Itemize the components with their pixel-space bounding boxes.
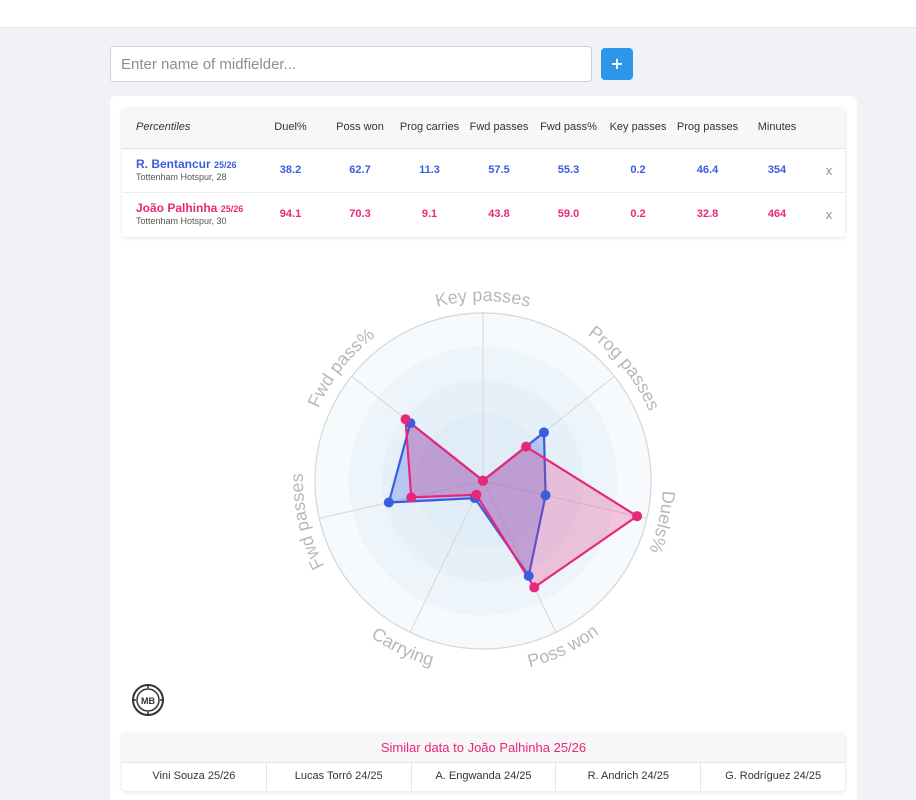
add-player-button[interactable]: + <box>601 48 633 80</box>
remove-player-button[interactable]: x <box>825 206 833 222</box>
header-prog-passes: Prog passes <box>674 108 741 149</box>
value-cell: 55.3 <box>557 164 580 176</box>
value-cell: 9.1 <box>421 208 438 221</box>
radar-point <box>383 497 394 508</box>
player-name-line: R. Bentancur 25/26 <box>136 157 257 172</box>
similar-player-item[interactable]: Vini Souza 25/26 <box>122 763 267 791</box>
value-cell: 0.2 <box>630 164 646 176</box>
header-fwd-pass-pct: Fwd pass% <box>535 108 602 149</box>
similar-player-item[interactable]: Lucas Torró 24/25 <box>267 763 412 791</box>
value-cell: 46.4 <box>696 164 719 176</box>
value-cell: 38.2 <box>279 164 302 176</box>
player-name[interactable]: R. Bentancur <box>136 157 211 171</box>
radar-point <box>400 414 411 425</box>
similar-players-card: Similar data to João Palhinha 25/26 Vini… <box>122 733 845 791</box>
player-team: Tottenham Hotspur, 28 <box>136 172 227 182</box>
table-row: R. Bentancur 25/26 Tottenham Hotspur, 28… <box>122 148 845 192</box>
value-cell: 62.7 <box>349 164 371 176</box>
radar-point <box>521 441 532 452</box>
radar-series-area <box>404 418 639 589</box>
radar-point <box>632 511 643 522</box>
similar-player-item[interactable]: R. Andrich 24/25 <box>556 763 702 791</box>
radar-spoke <box>482 480 557 633</box>
header-fwd-passes: Fwd passes <box>463 108 535 149</box>
top-bar <box>0 0 916 28</box>
player-season: 25/26 <box>220 204 244 215</box>
player-team: Tottenham Hotspur, 30 <box>136 216 227 227</box>
radar-point <box>529 582 540 593</box>
similar-title: Similar data to João Palhinha 25/26 <box>122 733 845 763</box>
radar-point <box>471 489 482 500</box>
table-header-row: Percentiles Duel% Poss won Prog carries … <box>122 108 845 149</box>
mb-logo-icon: MB <box>132 684 164 716</box>
header-key-passes: Key passes <box>602 108 674 149</box>
radar-point <box>523 570 534 581</box>
player-cell: R. Bentancur 25/26 Tottenham Hotspur, 28 <box>122 148 257 192</box>
radar-spoke <box>409 480 484 633</box>
remove-player-button[interactable]: x <box>825 162 833 178</box>
radar-point <box>540 490 551 501</box>
value-cell: 11.3 <box>419 164 440 176</box>
player-cell: João Palhinha 25/26 Tottenham Hotspur, 3… <box>122 192 257 236</box>
radar-axis-label-text: Key passes <box>433 285 532 311</box>
search-row: + <box>110 46 633 82</box>
comparison-card: Percentiles Duel% Poss won Prog carries … <box>110 96 857 800</box>
header-duel-pct: Duel% <box>257 108 324 149</box>
header-minutes: Minutes <box>741 108 813 149</box>
player-season: 25/26 <box>214 160 237 170</box>
radar-axis-label: Key passes <box>433 285 532 311</box>
value-cell: 59.0 <box>557 208 580 221</box>
radar-spoke <box>319 480 484 519</box>
radar-point <box>538 427 549 438</box>
percentiles-table-card: Percentiles Duel% Poss won Prog carries … <box>122 108 845 237</box>
radar-spoke <box>482 480 647 519</box>
value-cell: 94.1 <box>279 208 302 221</box>
player-name[interactable]: João Palhinha <box>136 201 218 216</box>
header-prog-carries: Prog carries <box>396 108 463 149</box>
value-cell: 43.8 <box>488 208 510 221</box>
logo-text: MB <box>141 696 155 706</box>
percentiles-table: Percentiles Duel% Poss won Prog carries … <box>122 108 845 236</box>
table-row: João Palhinha 25/26 Tottenham Hotspur, 3… <box>122 192 845 236</box>
value-cell: 70.3 <box>349 208 371 221</box>
value-cell: 464 <box>767 208 787 221</box>
value-cell: 0.2 <box>630 208 646 221</box>
similar-player-item[interactable]: A. Engwanda 24/25 <box>412 763 557 791</box>
radar-point <box>478 475 488 486</box>
similar-player-item[interactable]: G. Rodríguez 24/25 <box>725 770 822 782</box>
value-cell: 32.8 <box>696 208 719 221</box>
similar-list: Vini Souza 25/26 Lucas Torró 24/25 A. En… <box>122 763 845 791</box>
midfielder-search-input[interactable] <box>110 46 592 82</box>
value-cell: 57.5 <box>488 164 510 176</box>
header-remove <box>813 108 845 149</box>
radar-point <box>406 492 417 503</box>
header-poss-won: Poss won <box>324 108 396 149</box>
header-percentiles: Percentiles <box>122 108 257 149</box>
player-name-line: João Palhinha 25/26 <box>136 201 257 216</box>
value-cell: 354 <box>767 164 787 176</box>
